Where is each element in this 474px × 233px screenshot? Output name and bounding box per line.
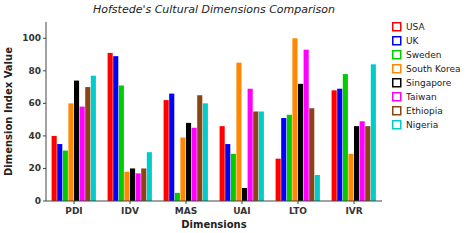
legend-swatch xyxy=(393,107,401,115)
x-tick-label: IVR xyxy=(345,206,362,216)
bar xyxy=(287,115,292,201)
bar xyxy=(203,103,208,201)
bar xyxy=(298,84,303,201)
bars xyxy=(52,38,376,201)
bar xyxy=(276,159,281,201)
x-tick-label: IDV xyxy=(121,206,139,216)
bar xyxy=(63,151,68,201)
legend-label: Sweden xyxy=(406,50,442,60)
legend-swatch xyxy=(393,65,401,73)
legend: USA UK Sweden South Korea Singapore Taiwan Eth… xyxy=(393,22,461,130)
bar xyxy=(186,123,191,201)
y-axis-label: Dimension Index Value xyxy=(3,47,14,176)
bar xyxy=(119,85,124,201)
bar xyxy=(220,126,225,201)
title: Hofstede's Cultural Dimensions Compariso… xyxy=(93,3,335,16)
bar xyxy=(343,74,348,201)
y-tick xyxy=(43,70,46,71)
x-tick-label: UAI xyxy=(233,206,250,216)
bar xyxy=(365,126,370,201)
y-tick xyxy=(43,103,46,104)
bar xyxy=(371,64,376,201)
y-tick-label: 20 xyxy=(28,163,41,173)
legend-swatch xyxy=(393,51,401,59)
legend-swatch xyxy=(393,23,401,31)
bar xyxy=(292,38,297,201)
x-axis-label: Dimensions xyxy=(181,219,246,230)
bar xyxy=(175,193,180,201)
bar xyxy=(113,56,118,201)
bar xyxy=(57,144,62,201)
bar xyxy=(80,107,85,201)
x-tick xyxy=(298,201,299,204)
bar xyxy=(124,172,129,201)
legend-swatch xyxy=(393,37,401,45)
legend-label: South Korea xyxy=(406,64,461,74)
legend-label: USA xyxy=(406,22,425,32)
bar xyxy=(180,138,185,201)
bar xyxy=(192,128,197,201)
x-tick xyxy=(74,201,75,204)
y-axis xyxy=(46,22,47,201)
bar xyxy=(242,188,247,201)
bar xyxy=(52,136,57,201)
bar xyxy=(169,94,174,201)
legend-label: Taiwan xyxy=(405,92,437,102)
bar xyxy=(309,108,314,201)
y-tick-label: 40 xyxy=(28,131,41,141)
bar xyxy=(348,154,353,201)
bar xyxy=(337,89,342,201)
x-tick-label: MAS xyxy=(175,206,197,216)
legend-label: Ethiopia xyxy=(406,106,443,116)
bar xyxy=(360,121,365,201)
bar xyxy=(231,154,236,201)
bar xyxy=(85,87,90,201)
y-tick xyxy=(43,168,46,169)
legend-label: Singapore xyxy=(406,78,452,88)
y-tick xyxy=(43,201,46,202)
x-tick xyxy=(130,201,131,204)
legend-label: UK xyxy=(406,36,420,46)
bar xyxy=(147,152,152,201)
bar xyxy=(354,126,359,201)
legend-swatch xyxy=(393,121,401,129)
bar xyxy=(74,81,79,201)
y-tick-label: 0 xyxy=(35,196,41,206)
bar xyxy=(281,118,286,201)
bar xyxy=(248,89,253,201)
bar xyxy=(197,95,202,201)
legend-swatch xyxy=(393,93,401,101)
x-tick xyxy=(186,201,187,204)
bar xyxy=(315,175,320,201)
bar xyxy=(253,112,258,202)
y-tick xyxy=(43,38,46,39)
y-tick-label: 80 xyxy=(28,66,41,76)
bar xyxy=(304,50,309,201)
bar xyxy=(259,112,264,202)
legend-label: Nigeria xyxy=(406,120,438,130)
bar xyxy=(225,144,230,201)
bar xyxy=(130,168,135,201)
x-tick xyxy=(354,201,355,204)
x-tick xyxy=(242,201,243,204)
y-tick xyxy=(43,135,46,136)
bar xyxy=(68,103,73,201)
bar xyxy=(91,76,96,201)
x-axis xyxy=(46,201,382,202)
chart: Hofstede's Cultural Dimensions Compariso… xyxy=(0,0,474,233)
x-tick-label: PDI xyxy=(65,206,82,216)
bar xyxy=(108,53,113,201)
y-tick-label: 60 xyxy=(28,98,41,108)
x-tick-label: LTO xyxy=(289,206,307,216)
bar xyxy=(332,90,337,201)
legend-swatch xyxy=(393,79,401,87)
bar xyxy=(236,63,241,201)
y-tick-label: 100 xyxy=(22,33,41,43)
bar xyxy=(141,168,146,201)
bar xyxy=(136,173,141,201)
bar xyxy=(164,100,169,201)
